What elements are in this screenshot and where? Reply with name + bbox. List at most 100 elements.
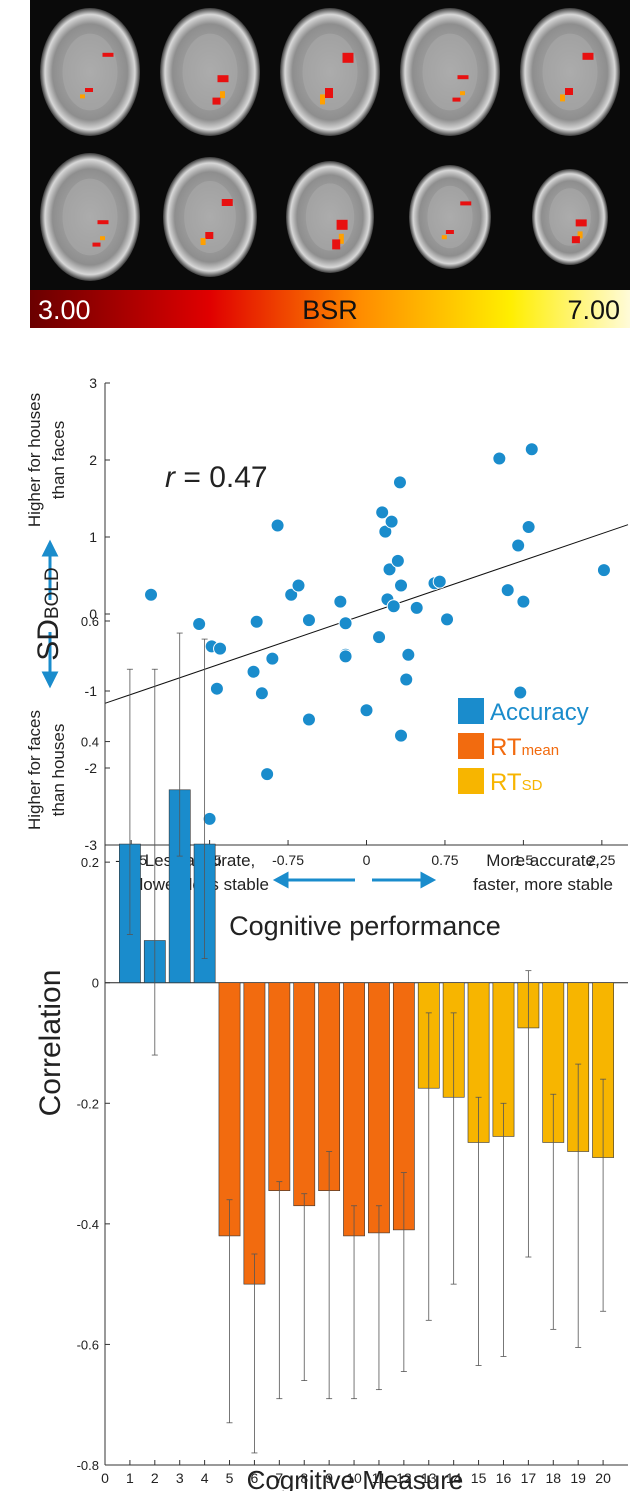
legend-label: RTSD [490,769,543,796]
point [373,631,386,644]
x-tick-label: 19 [570,1470,586,1486]
y-tick-label: -3 [85,837,98,853]
colorbar-min: 3.00 [38,295,91,325]
colorbar-max: 7.00 [567,295,620,325]
x-tick-label: 0 [101,1470,109,1486]
y-tick-label: 3 [89,375,97,391]
brain-core [183,34,238,111]
activation [460,91,465,95]
legend-label: Accuracy [490,699,589,726]
point [203,812,216,825]
arrows [44,543,433,886]
x-tick-label: 3 [176,1470,184,1486]
bar [219,983,240,1236]
point [387,600,400,613]
point [393,476,406,489]
activation [332,239,340,249]
activation [201,238,206,245]
y-axis-label-main: SD [32,619,65,661]
activation [453,98,461,102]
arrow-head [44,543,56,555]
activation [85,88,93,92]
y-axis-label-sub: BOLD [42,567,63,619]
x-tick-label: 16 [496,1470,512,1486]
activation [583,53,594,60]
arrow-head [276,874,287,886]
y-annotation: Higher for faces [25,710,44,830]
point [522,520,535,533]
point [514,686,527,699]
colorbar-title: BSR [302,295,358,325]
y-tick-label: 1 [89,529,97,545]
brain-core [549,188,591,246]
point [441,613,454,626]
activation [222,199,233,206]
activation [576,219,587,226]
x-annotation: faster, more stable [473,875,613,894]
activation [220,91,225,98]
bar [269,983,290,1191]
point [255,687,268,700]
x-tick-label: 17 [521,1470,537,1486]
y-tick-label: -0.8 [77,1458,99,1473]
y-annotation: than houses [49,724,68,817]
brain-core [63,34,118,111]
point [501,584,514,597]
point [214,642,227,655]
bar [368,983,389,1233]
point [517,595,530,608]
point [391,554,404,567]
activation [560,94,565,101]
page: 3.00 BSR 7.00 -3-2-10123-2.25-1.5-0.7500… [0,0,630,1491]
point [247,665,260,678]
y-axis-label: SDBOLD [32,567,65,660]
brain-core [184,181,236,253]
point [395,579,408,592]
point [145,588,158,601]
point [261,768,274,781]
bar [244,983,265,1284]
point [525,443,538,456]
x-tick-label: 0.75 [431,852,458,868]
y-tick-label: 0.2 [81,855,99,870]
point [360,704,373,717]
point [334,595,347,608]
point [292,579,305,592]
x-tick-label: 4 [201,1470,209,1486]
y-tick-label: -0.2 [77,1096,99,1111]
x-annotation: More accurate, [486,851,599,870]
x-tick-label: 18 [545,1470,561,1486]
activation [572,236,580,243]
arrow-head [422,874,433,886]
annotation: r = 0.47 [165,461,268,494]
bar [294,983,315,1206]
x-tick-label: 0 [363,852,371,868]
annotation-text: = 0.47 [175,461,268,494]
x-tick-label: -0.75 [272,852,304,868]
point [339,617,352,630]
brain-core [303,34,358,111]
legend-name: RT [490,734,522,761]
point [302,614,315,627]
x-axis-label: Cognitive Measure [247,1465,464,1491]
legend-name: Accuracy [490,699,589,726]
activation [565,88,573,95]
activation [460,201,471,205]
point [193,618,206,631]
activation [98,220,109,224]
legend-name: RT [490,769,522,796]
legend-subscript: mean [522,742,560,759]
activation [458,75,469,79]
activation [205,232,213,239]
point [250,615,263,628]
legend-subscript: SD [522,777,543,794]
y-tick-label: 0 [92,976,99,991]
brain-core [543,34,598,111]
activation [442,235,447,239]
point [271,519,284,532]
y-tick-label: 2 [89,452,97,468]
y-annotation: Higher for houses [25,393,44,527]
point [339,650,352,663]
activation [325,88,333,98]
x-tick-label: 2 [151,1470,159,1486]
